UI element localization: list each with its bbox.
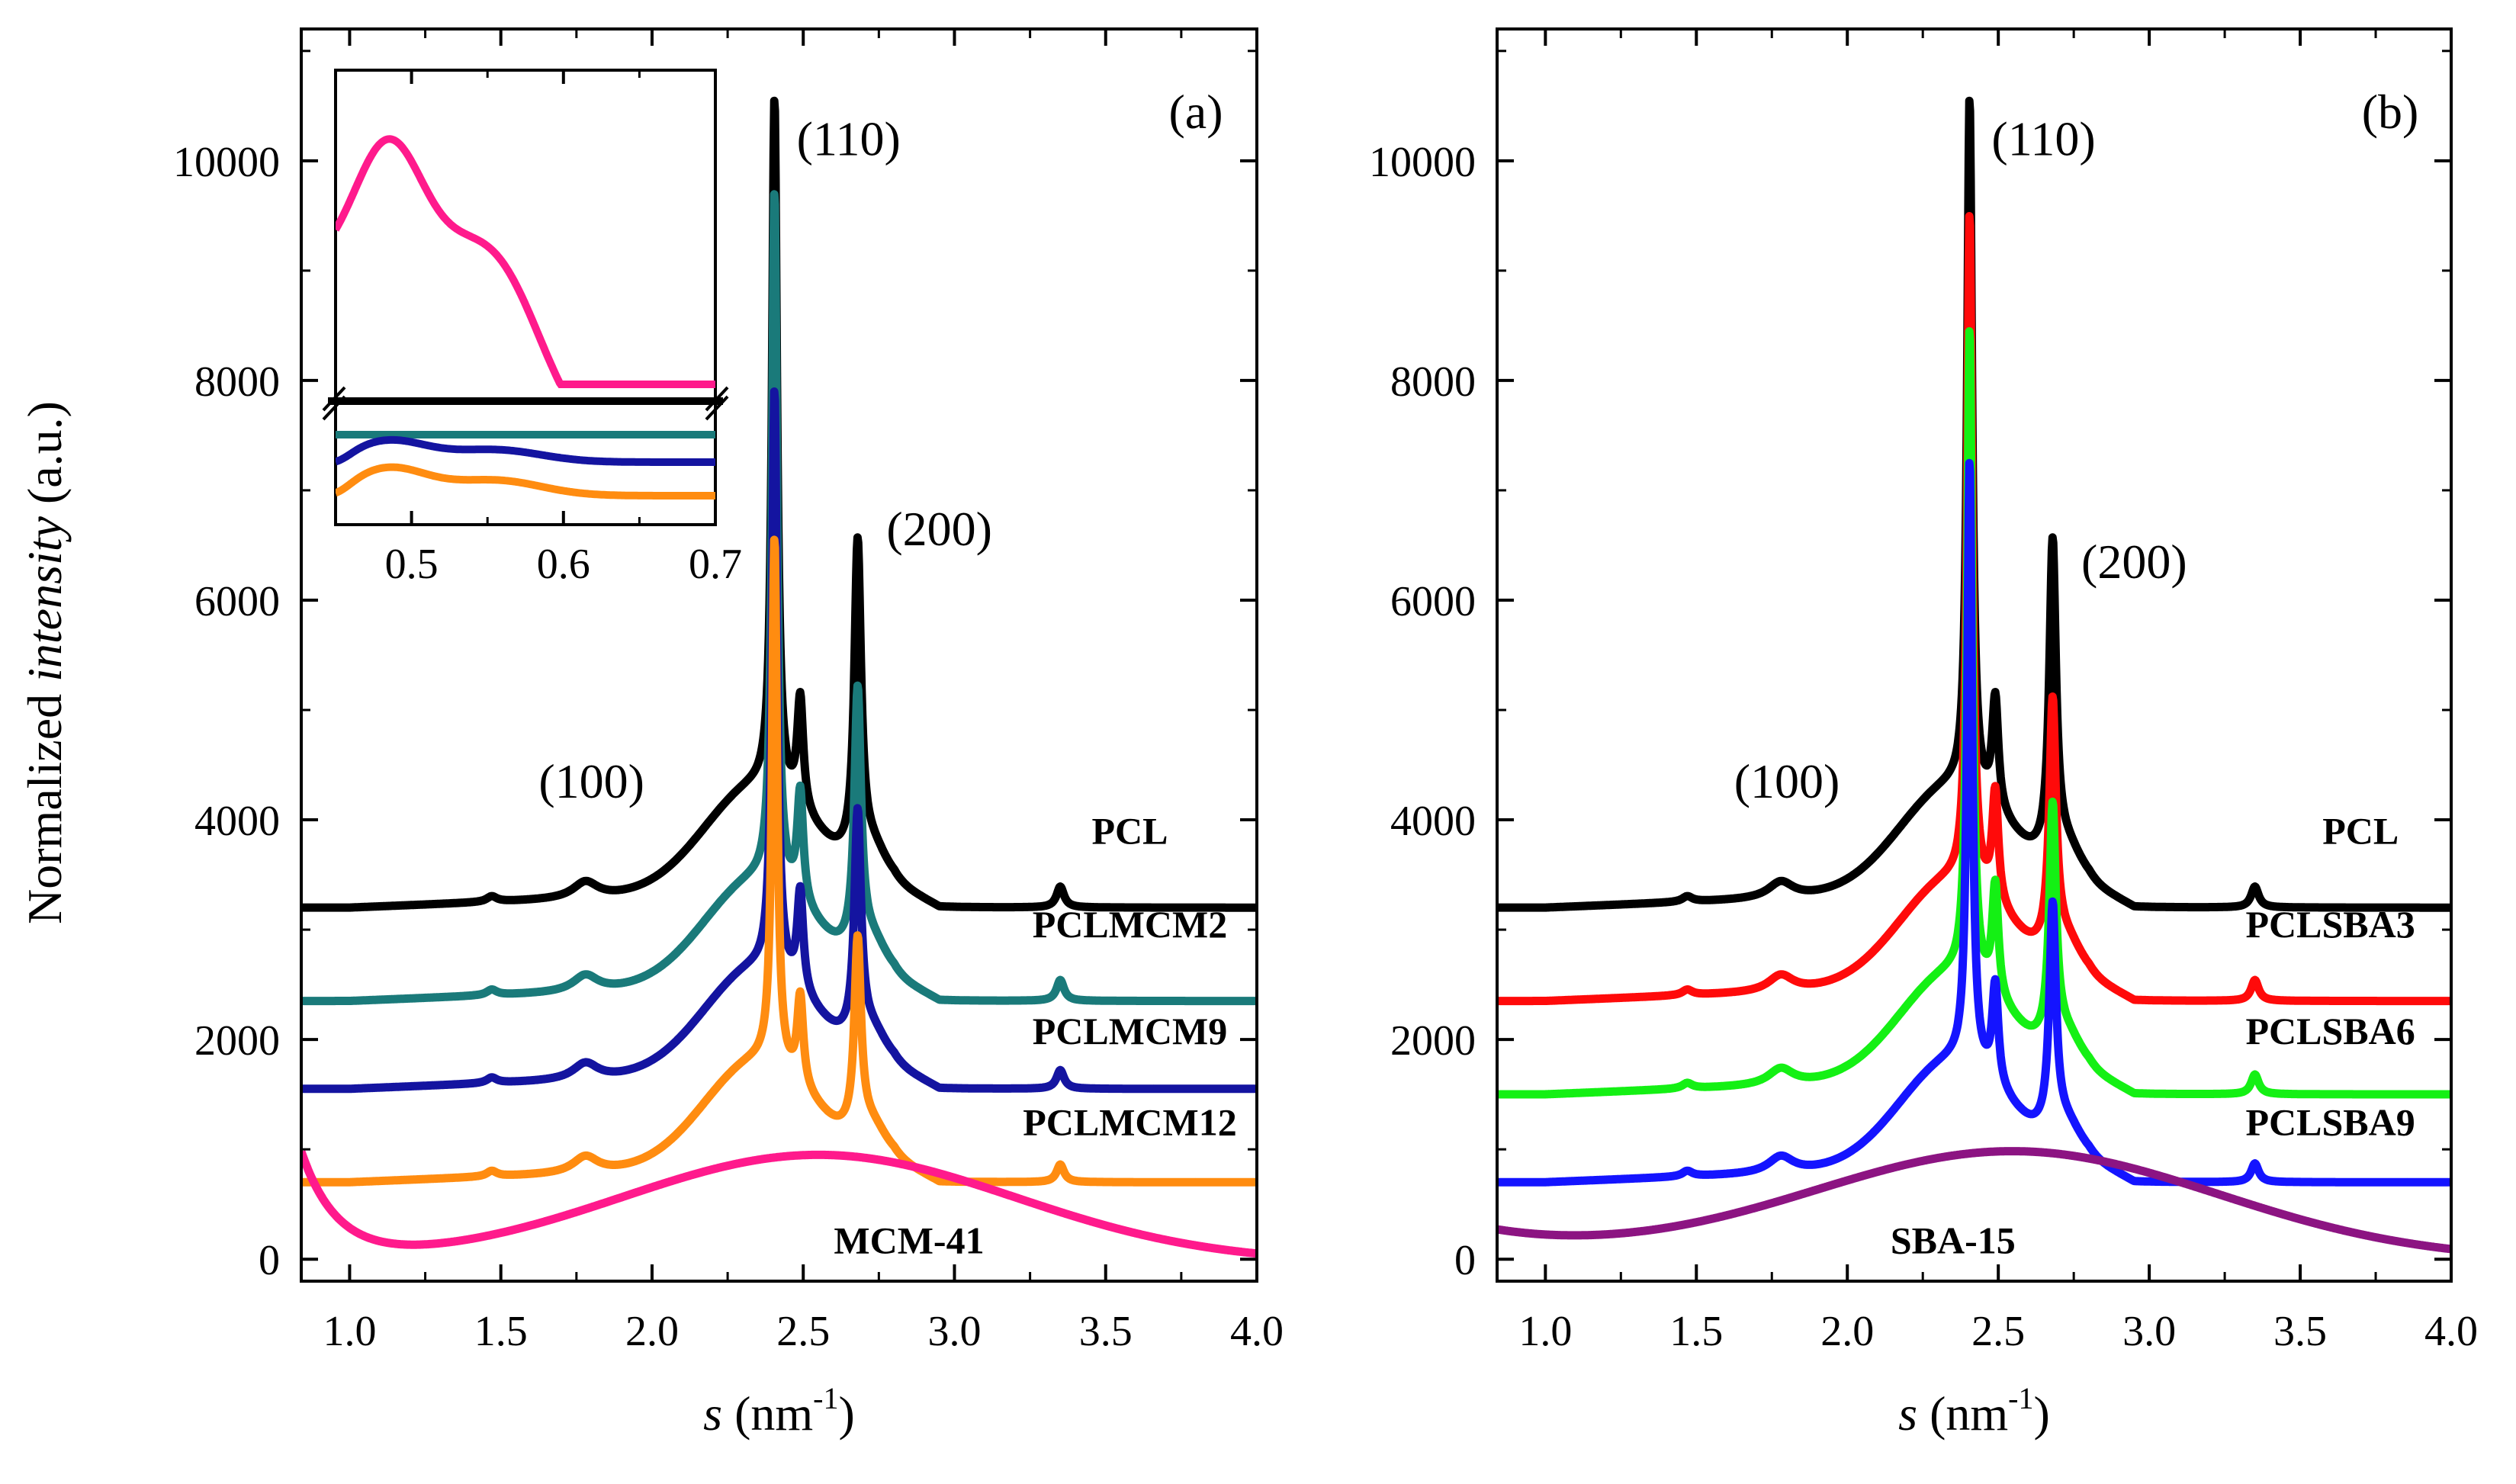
- x-tick-label: 1.5: [474, 1308, 528, 1355]
- x-tick-label: 2.0: [625, 1308, 679, 1355]
- y-tick-label: 8000: [194, 358, 280, 406]
- inset-x-tick-label: 0.7: [689, 541, 742, 588]
- series-line-sba-15: [1497, 1147, 2451, 1254]
- inset-x-tick-label: 0.5: [385, 541, 439, 588]
- series-label: SBA-15: [1891, 1219, 2016, 1261]
- series-label: PCLSBA3: [2246, 903, 2415, 946]
- inset-series-group: [336, 135, 715, 499]
- axis-break-mark: [322, 386, 346, 412]
- x-tick-label: 3.0: [927, 1308, 981, 1355]
- panel-label: (b): [2362, 85, 2419, 139]
- series-line-pclmcm12: [301, 535, 1257, 1187]
- y-tick-label: 8000: [1390, 358, 1476, 406]
- series-label: PCLMCM9: [1033, 1010, 1228, 1052]
- axis-break-mark: [705, 395, 729, 421]
- y-tick-label: 0: [1454, 1237, 1476, 1284]
- peak-label: (100): [1734, 754, 1840, 808]
- series-group: [1497, 96, 2451, 1254]
- inset-line: [336, 463, 715, 499]
- y-tick-label: 10000: [1369, 139, 1476, 186]
- x-tick-label: 3.0: [2122, 1308, 2176, 1355]
- plot-frame: [1496, 27, 2453, 1283]
- series-label: PCLSBA6: [2246, 1010, 2415, 1052]
- x-axis-title: s (nm-1): [1898, 1381, 2050, 1441]
- x-tick-label: 1.5: [1669, 1308, 1723, 1355]
- peak-label: (100): [538, 754, 644, 808]
- inset-line-mcm41: [336, 135, 715, 388]
- x-tick-label: 3.5: [2273, 1308, 2327, 1355]
- y-tick-label: 6000: [1390, 578, 1476, 625]
- y-tick-label: 0: [259, 1237, 280, 1284]
- y-tick-label: 4000: [1390, 798, 1476, 845]
- axis-break-mark: [322, 395, 346, 421]
- peak-label: (200): [2081, 535, 2187, 589]
- y-tick-label: 2000: [194, 1017, 280, 1065]
- x-tick-label: 4.0: [1230, 1308, 1284, 1355]
- y-axis-title: Normalized intensity (a.u.): [18, 401, 72, 924]
- series-label: PCLSBA9: [2246, 1100, 2415, 1143]
- series-label: PCL: [2322, 810, 2399, 853]
- series-group: [301, 96, 1257, 1258]
- y-tick-label: 4000: [194, 798, 280, 845]
- plot-frame: [300, 27, 1258, 1283]
- chart-panel-b: 1.0 1.5 2.0 2.5 3.0 3.5 4.0 0 2000 4000 6000 8000 10…: [1369, 27, 2478, 1441]
- series-label: PCL: [1091, 810, 1168, 853]
- inset-chart: 0.5 0.6 0.7: [322, 69, 742, 588]
- y-tick-label: 6000: [194, 578, 280, 625]
- axis-break-mark: [705, 386, 729, 412]
- series-label: MCM-41: [834, 1219, 984, 1261]
- series-line-pclsba9: [1497, 458, 2451, 1187]
- x-tick-label: 2.5: [776, 1308, 830, 1355]
- peak-label: (110): [1991, 112, 2095, 166]
- series-line-mcm-41: [301, 1149, 1257, 1258]
- inset-line: [336, 435, 715, 466]
- x-tick-label: 1.0: [323, 1308, 376, 1355]
- inset-x-tick-label: 0.6: [537, 541, 590, 588]
- x-axis-title: s (nm-1): [703, 1381, 855, 1441]
- series-label: PCLMCM2: [1033, 903, 1228, 946]
- x-tick-label: 2.5: [1971, 1308, 2025, 1355]
- peak-label: (110): [797, 112, 901, 166]
- x-tick-label: 2.0: [1820, 1308, 1874, 1355]
- series-label: PCLMCM12: [1023, 1100, 1237, 1143]
- peak-label: (200): [886, 502, 992, 556]
- x-tick-label: 4.0: [2424, 1308, 2478, 1355]
- y-tick-label: 2000: [1390, 1017, 1476, 1065]
- y-tick-label: 10000: [173, 139, 280, 186]
- panel-label: (a): [1168, 85, 1223, 139]
- x-tick-label: 3.5: [1079, 1308, 1133, 1355]
- chart-panel-a: 1.0 1.5 2.0 2.5 3.0 3.5 4.0 0 2000 4000 6000 8000 10…: [18, 27, 1284, 1441]
- x-tick-label: 1.0: [1518, 1308, 1572, 1355]
